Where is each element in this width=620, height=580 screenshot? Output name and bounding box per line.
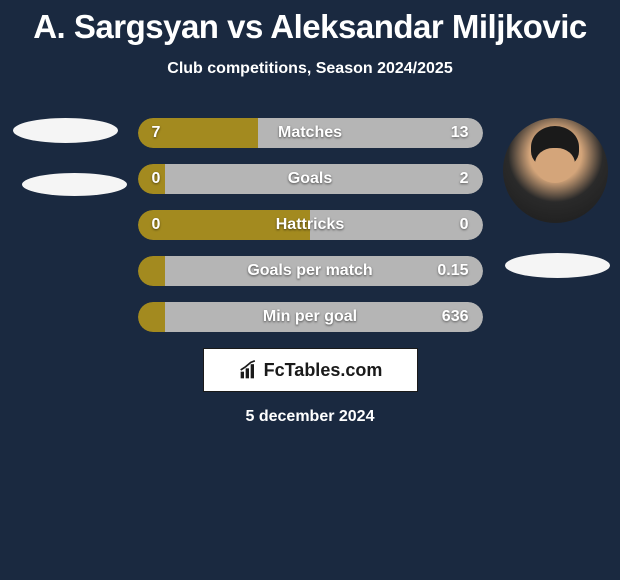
stats-list: 7 Matches 13 0 Goals 2 0 Hattricks 0 xyxy=(138,118,483,332)
stat-label: Hattricks xyxy=(138,210,483,240)
stat-value-right: 0.15 xyxy=(437,256,468,286)
stat-label: Matches xyxy=(138,118,483,148)
stat-row-hattricks: 0 Hattricks 0 xyxy=(138,210,483,240)
stat-value-right: 0 xyxy=(460,210,469,240)
subtitle: Club competitions, Season 2024/2025 xyxy=(0,60,620,78)
stat-label: Goals per match xyxy=(138,256,483,286)
player-left-avatar-1 xyxy=(13,118,118,143)
date-text: 5 december 2024 xyxy=(0,408,620,426)
stat-row-goals-per-match: Goals per match 0.15 xyxy=(138,256,483,286)
stat-label: Min per goal xyxy=(138,302,483,332)
stat-row-goals: 0 Goals 2 xyxy=(138,164,483,194)
comparison-area: 7 Matches 13 0 Goals 2 0 Hattricks 0 xyxy=(0,118,620,426)
stat-label: Goals xyxy=(138,164,483,194)
player-left-avatar-2 xyxy=(22,173,127,196)
page-title: A. Sargsyan vs Aleksandar Miljkovic xyxy=(0,8,620,46)
stat-value-right: 2 xyxy=(460,164,469,194)
brand-logo-text: FcTables.com xyxy=(264,360,383,381)
stat-row-min-per-goal: Min per goal 636 xyxy=(138,302,483,332)
stat-value-right: 13 xyxy=(451,118,469,148)
player-right-avatar xyxy=(503,118,608,223)
bar-chart-icon xyxy=(238,360,260,380)
player-left-panel xyxy=(10,118,120,196)
stat-row-matches: 7 Matches 13 xyxy=(138,118,483,148)
stat-value-right: 636 xyxy=(442,302,469,332)
player-right-logo xyxy=(505,253,610,278)
player-right-panel xyxy=(500,118,610,278)
brand-logo[interactable]: FcTables.com xyxy=(203,348,418,392)
